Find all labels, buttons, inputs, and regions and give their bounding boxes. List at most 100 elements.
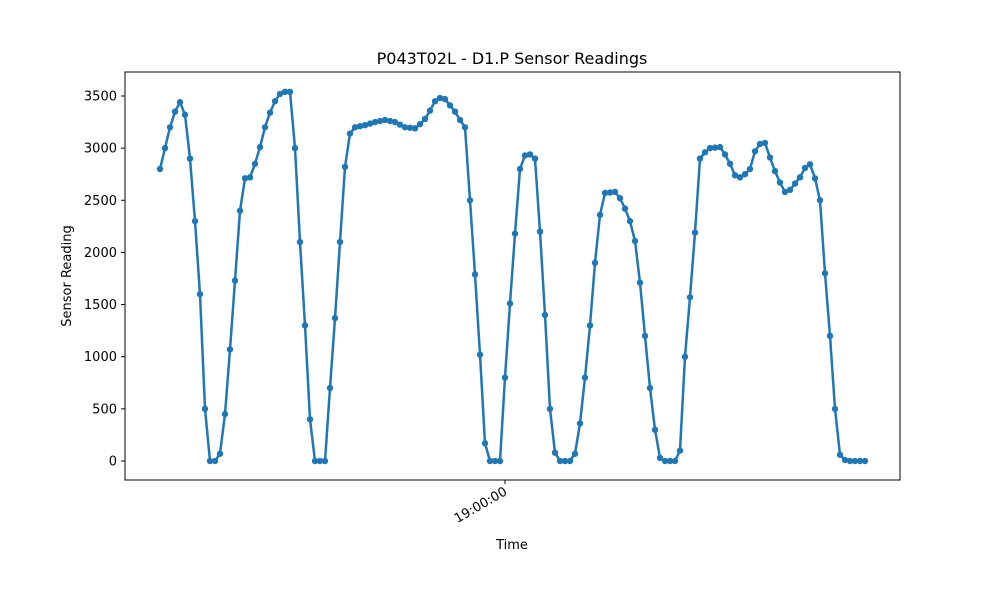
data-point bbox=[401, 124, 409, 131]
data-point bbox=[211, 457, 219, 465]
data-point bbox=[601, 189, 609, 197]
data-point bbox=[806, 161, 814, 168]
data-point bbox=[816, 197, 824, 204]
data-point bbox=[286, 88, 294, 96]
data-point bbox=[581, 374, 589, 381]
y-tick-label: 0 bbox=[109, 455, 117, 470]
data-point bbox=[641, 332, 649, 340]
data-point bbox=[856, 457, 864, 465]
data-point bbox=[666, 457, 674, 465]
data-point bbox=[861, 457, 869, 465]
data-point bbox=[541, 311, 549, 319]
data-point bbox=[371, 118, 379, 126]
data-point bbox=[551, 449, 559, 456]
data-point bbox=[201, 405, 209, 413]
data-point bbox=[206, 457, 214, 465]
data-point bbox=[516, 165, 524, 173]
data-point bbox=[376, 117, 384, 125]
data-point bbox=[311, 457, 319, 465]
data-point bbox=[491, 457, 499, 465]
data-point bbox=[756, 140, 764, 148]
data-point bbox=[511, 230, 519, 237]
y-tick-label: 3000 bbox=[84, 142, 117, 157]
data-point bbox=[611, 188, 619, 196]
data-point bbox=[261, 124, 269, 131]
data-point bbox=[596, 211, 604, 219]
data-point bbox=[496, 457, 504, 465]
data-point bbox=[476, 351, 484, 358]
data-point bbox=[221, 410, 229, 418]
y-axis-label: Sensor Reading bbox=[60, 225, 75, 326]
plot-frame bbox=[124, 71, 901, 481]
data-point bbox=[436, 94, 444, 102]
data-point bbox=[776, 179, 784, 186]
data-point bbox=[356, 123, 364, 130]
data-point bbox=[791, 180, 799, 187]
data-point bbox=[811, 175, 819, 182]
data-point bbox=[166, 124, 174, 131]
data-point bbox=[741, 171, 749, 178]
data-point bbox=[236, 207, 244, 214]
data-point bbox=[366, 120, 374, 127]
x-axis-label: Time bbox=[495, 538, 528, 553]
data-point bbox=[826, 332, 834, 340]
data-point bbox=[456, 116, 464, 124]
data-point bbox=[281, 88, 289, 96]
data-point bbox=[846, 457, 854, 465]
data-point bbox=[506, 300, 514, 307]
data-point bbox=[176, 99, 184, 106]
data-point bbox=[561, 457, 569, 465]
data-point bbox=[736, 174, 744, 181]
data-point bbox=[416, 120, 424, 128]
data-point bbox=[486, 457, 494, 465]
data-point bbox=[716, 143, 724, 151]
data-point bbox=[381, 116, 389, 124]
data-point bbox=[646, 384, 654, 392]
data-point bbox=[231, 277, 239, 284]
data-point bbox=[256, 143, 264, 151]
data-point bbox=[851, 457, 859, 465]
data-point bbox=[526, 151, 534, 158]
data-point bbox=[521, 152, 529, 159]
data-point bbox=[751, 148, 759, 155]
data-point bbox=[821, 270, 829, 277]
data-point bbox=[531, 155, 539, 162]
data-point bbox=[591, 259, 599, 267]
data-point bbox=[696, 155, 704, 162]
data-point bbox=[271, 98, 279, 105]
data-point bbox=[186, 155, 194, 162]
data-point bbox=[461, 124, 469, 131]
data-point bbox=[181, 111, 189, 118]
data-point bbox=[721, 151, 729, 158]
data-point bbox=[351, 124, 359, 131]
data-point bbox=[681, 353, 689, 360]
data-point bbox=[546, 405, 554, 413]
data-point bbox=[471, 271, 479, 278]
data-point bbox=[196, 290, 204, 298]
data-point bbox=[411, 125, 419, 132]
data-point bbox=[746, 165, 754, 173]
data-point bbox=[406, 124, 414, 131]
data-point bbox=[251, 160, 259, 167]
data-point bbox=[341, 163, 349, 171]
data-point bbox=[636, 279, 644, 286]
data-point bbox=[841, 456, 849, 464]
data-point bbox=[651, 426, 659, 433]
data-point bbox=[386, 117, 394, 125]
plot-area bbox=[156, 88, 869, 465]
data-point bbox=[706, 144, 714, 152]
data-point bbox=[661, 457, 669, 465]
data-point bbox=[481, 440, 489, 447]
data-point bbox=[771, 167, 779, 175]
data-point bbox=[576, 420, 584, 427]
data-point bbox=[446, 102, 454, 109]
data-point bbox=[466, 197, 474, 204]
data-point bbox=[331, 314, 339, 322]
data-point bbox=[316, 457, 324, 465]
data-point bbox=[171, 108, 179, 115]
data-point bbox=[321, 457, 329, 465]
data-point bbox=[691, 229, 699, 236]
y-tick-label: 1500 bbox=[84, 298, 117, 313]
